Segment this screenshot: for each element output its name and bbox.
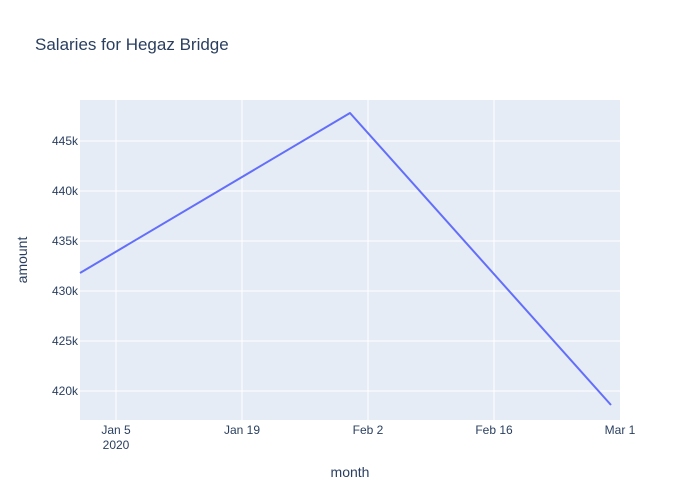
x-tick-label: Jan 5 (101, 423, 131, 437)
series-line (79, 112, 612, 406)
x-tick-label: Jan 19 (224, 423, 260, 437)
y-axis-title: amount (14, 237, 30, 284)
y-tick-label: 430k (52, 284, 79, 298)
x-axis-title: month (331, 464, 370, 480)
gridlines (80, 100, 620, 420)
x-tick-label: Mar 1 (605, 423, 636, 437)
y-tick-label: 440k (52, 184, 79, 198)
y-axis-ticks: 420k 425k 430k 435k 440k 445k (52, 134, 79, 398)
chart-title: Salaries for Hegaz Bridge (35, 35, 229, 54)
x-tick-label: Feb 16 (475, 423, 513, 437)
series-layer (79, 112, 612, 406)
x-tick-label: Feb 2 (353, 423, 384, 437)
y-tick-label: 425k (52, 334, 79, 348)
y-tick-label: 420k (52, 384, 79, 398)
y-tick-label: 435k (52, 234, 79, 248)
y-tick-label: 445k (52, 134, 79, 148)
plot-area (80, 100, 620, 420)
x-tick-sublabel: 2020 (103, 438, 130, 452)
